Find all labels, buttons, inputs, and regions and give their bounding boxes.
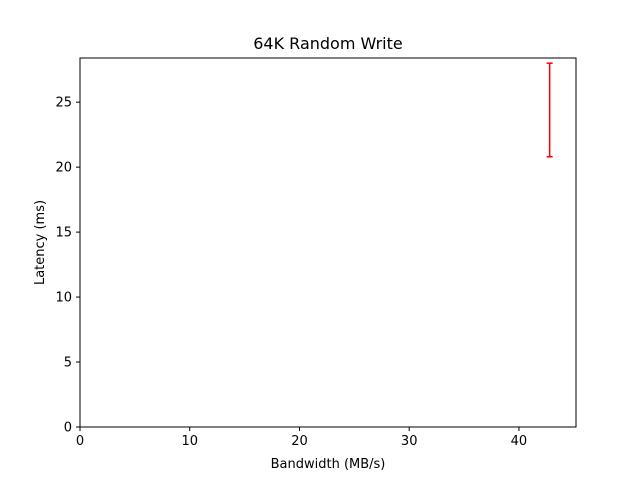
y-tick-label: 20 [55, 161, 72, 176]
data-marks [546, 62, 553, 158]
plot-frame [79, 57, 577, 428]
chart-title: 64K Random Write [253, 34, 403, 53]
x-tick-label: 20 [291, 434, 308, 449]
x-tick-label: 40 [511, 434, 528, 449]
x-axis-ticks: 0 10 20 30 40 [76, 427, 527, 449]
x-axis-label: Bandwidth (MB/s) [271, 457, 386, 472]
y-tick-label: 10 [55, 291, 72, 306]
x-tick-label: 10 [181, 434, 198, 449]
y-axis-label: Latency (ms) [33, 200, 48, 285]
y-axis-ticks: 0 5 10 15 20 25 [55, 96, 80, 436]
y-tick-label: 5 [64, 356, 72, 371]
x-tick-label: 30 [401, 434, 418, 449]
y-tick-label: 15 [55, 226, 72, 241]
plot-area [79, 57, 577, 428]
y-tick-label: 0 [64, 421, 72, 436]
x-tick-label: 0 [76, 434, 84, 449]
y-tick-label: 25 [55, 96, 72, 111]
